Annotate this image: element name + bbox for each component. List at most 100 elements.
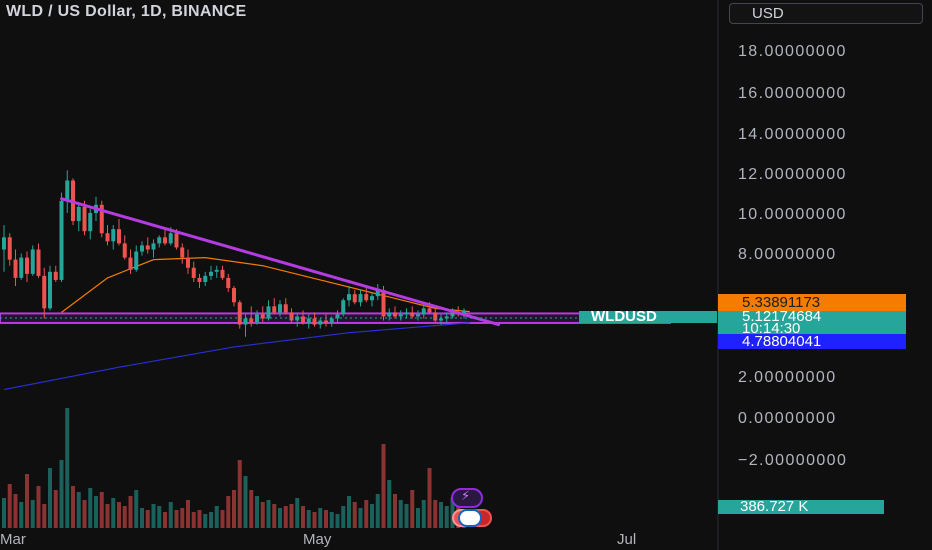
candle-body: [272, 306, 277, 313]
volume-bar: [335, 514, 340, 528]
last-price-value: 5.12174684: [742, 308, 822, 325]
volume-bar: [128, 496, 133, 528]
candle-body: [65, 180, 70, 201]
candle-body: [105, 233, 110, 242]
volume-bar: [140, 508, 144, 528]
volume-bar: [7, 484, 12, 528]
volume-bar: [427, 468, 432, 528]
volume-bar: [151, 504, 156, 528]
candle-body: [278, 304, 282, 313]
price-axis-label: −2.00000000: [738, 452, 848, 469]
candle-body: [186, 257, 190, 268]
volume-bar: [134, 490, 139, 528]
candle-body: [312, 318, 317, 325]
candle-body: [462, 310, 466, 315]
volume-bar: [180, 508, 185, 528]
volume-bar: [329, 512, 334, 528]
chart-title: WLD / US Dollar, 1D, BINANCE: [6, 3, 247, 20]
volume-tag: 386.727 K: [718, 499, 884, 514]
flag-badge-icon[interactable]: [452, 509, 528, 527]
volume-bar: [410, 490, 415, 528]
volume-bar: [375, 494, 380, 528]
volume-bar: [272, 504, 277, 528]
candle-body: [13, 259, 18, 278]
volume-bar: [444, 506, 449, 528]
candle-body: [232, 288, 236, 303]
volume-bar: [364, 500, 369, 528]
volume-bar: [30, 500, 35, 528]
volume-bar: [145, 510, 150, 528]
candle-body: [59, 200, 64, 280]
candle-body: [76, 206, 81, 222]
currency-selector[interactable]: USD: [729, 3, 923, 24]
volume-bar: [226, 496, 231, 528]
candle-body: [197, 277, 202, 282]
volume-bar: [76, 492, 81, 528]
candle-body: [30, 249, 35, 274]
candle-body: [42, 275, 47, 309]
candle-body: [427, 308, 432, 313]
candle-body: [318, 320, 323, 325]
volume-bar: [324, 510, 328, 528]
candle-body: [375, 290, 380, 297]
volume-bar: [278, 508, 282, 528]
volume-bar: [352, 502, 357, 528]
price-axis-label: 10.00000000: [738, 206, 847, 223]
volume-bar: [197, 510, 202, 528]
candle-body: [393, 312, 397, 317]
candle-body: [387, 312, 392, 317]
candle-body: [283, 304, 288, 313]
candle-body: [295, 316, 300, 321]
price-axis-label: 14.00000000: [738, 126, 847, 143]
candle-body: [260, 314, 265, 319]
volume-bar: [439, 502, 443, 528]
volume-bar: [404, 504, 409, 528]
last-price-tag: 5.12174684 10:14:30: [718, 308, 906, 336]
volume-bar: [122, 506, 127, 528]
volume-bar: [341, 506, 346, 528]
moving-average-price-tag: 5.33891173: [718, 294, 906, 311]
volume-bar: [255, 496, 259, 528]
candle-body: [249, 318, 254, 323]
volume-bar: [25, 474, 29, 528]
candle-body: [25, 257, 29, 274]
candle-body: [306, 318, 311, 323]
candle-body: [341, 300, 346, 315]
price-axis-label: 2.00000000: [738, 369, 837, 386]
volume-bar: [381, 444, 386, 528]
candle-body: [416, 314, 420, 317]
candle-body: [433, 312, 438, 321]
volume-bar: [237, 460, 242, 528]
candle-body: [301, 316, 305, 323]
volume-bar: [370, 504, 374, 528]
volume-bar: [421, 500, 426, 528]
candle-body: [88, 212, 93, 232]
volume-bar: [71, 486, 75, 528]
volume-bar: [209, 512, 213, 528]
candle-body: [191, 267, 196, 278]
candle-body: [450, 312, 455, 317]
candle-body: [122, 243, 127, 258]
time-axis-label: Mar: [0, 531, 26, 548]
volume-bar: [186, 500, 190, 528]
volume-bar: [157, 506, 162, 528]
blue-price-tag: 4.78804041: [718, 334, 906, 349]
volume-bar: [214, 506, 219, 528]
candle-body: [151, 243, 156, 250]
candle-body: [243, 318, 248, 325]
candle-body: [48, 271, 52, 309]
candle-body: [421, 308, 426, 315]
volume-bar: [295, 498, 300, 528]
candle-body: [180, 247, 185, 258]
lightning-badge-icon[interactable]: [451, 488, 483, 508]
volume-bar: [266, 500, 271, 528]
volume-bar: [82, 500, 87, 528]
volume-bar: [249, 490, 254, 528]
volume-bar: [358, 508, 363, 528]
candle-body: [111, 229, 116, 242]
volume-bar: [301, 506, 305, 528]
volume-bar: [203, 514, 208, 528]
candle-body: [439, 318, 443, 321]
candle-body: [128, 257, 133, 270]
